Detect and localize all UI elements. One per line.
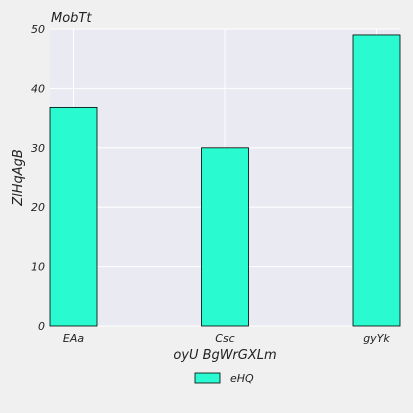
y-axis-ticks: 0 10 20 30 40 50 [31,23,45,333]
bar-Csc [201,147,249,327]
y-tick-label: 30 [31,142,45,155]
y-tick-label: 20 [31,201,45,214]
x-tick-label: gyYk [363,332,390,345]
x-tick-label: Csc [215,332,234,345]
legend-swatch [194,372,221,384]
chart-title: MobTt [51,11,92,26]
legend: eHQ [194,372,254,385]
legend-label: eHQ [230,372,254,385]
y-tick-label: 10 [31,261,45,274]
y-tick-label: 0 [38,320,45,333]
y-axis-label: ZlHqAgB [11,149,26,207]
bar-EAa [49,107,98,327]
x-axis-label: oyU BgWrGXLm [173,348,276,363]
x-axis-ticks: EAa Csc gyYk [63,332,391,345]
y-tick-label: 40 [31,82,45,95]
bar-gyYk [352,34,401,327]
y-tick-label: 50 [31,23,45,36]
x-tick-label: EAa [63,332,84,345]
bar-series [49,34,401,327]
